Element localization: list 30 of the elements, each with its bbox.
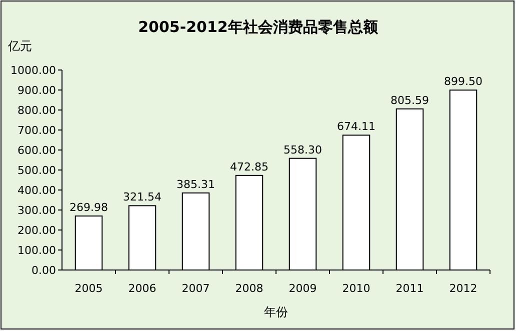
data-label: 321.54 bbox=[123, 190, 162, 204]
x-tick-label: 2007 bbox=[182, 282, 210, 295]
x-axis-title: 年份 bbox=[264, 305, 288, 319]
y-tick-label: 900.00 bbox=[18, 84, 56, 97]
x-tick-label: 2010 bbox=[342, 282, 370, 295]
y-axis-title: 亿元 bbox=[7, 39, 32, 53]
y-tick-label: 700.00 bbox=[18, 124, 56, 137]
x-tick-label: 2012 bbox=[449, 282, 478, 295]
y-tick-label: 500.00 bbox=[18, 164, 56, 177]
y-tick-label: 600.00 bbox=[18, 144, 56, 157]
x-tick-label: 2009 bbox=[288, 282, 317, 295]
x-tick-label: 2006 bbox=[128, 282, 156, 295]
y-tick-label: 200.00 bbox=[18, 224, 56, 237]
data-label: 558.30 bbox=[284, 143, 322, 156]
data-label: 385.31 bbox=[176, 178, 215, 191]
data-label: 269.98 bbox=[70, 201, 108, 214]
y-tick-label: 800.00 bbox=[18, 104, 56, 117]
data-label: 899.50 bbox=[444, 75, 482, 88]
data-label: 805.59 bbox=[390, 94, 429, 107]
y-tick-label: 0.00 bbox=[32, 264, 56, 277]
x-tick-label: 2011 bbox=[396, 282, 424, 295]
y-tick-label: 300.00 bbox=[18, 204, 56, 217]
y-tick-label: 100.00 bbox=[18, 244, 56, 257]
y-tick-label: 400.00 bbox=[18, 184, 56, 197]
data-label: 472.85 bbox=[230, 160, 268, 174]
chart-title: 2005-2012年社会消费品零售总额 bbox=[138, 18, 379, 36]
x-tick-label: 2005 bbox=[74, 282, 103, 295]
y-tick-label: 1000.00 bbox=[10, 64, 56, 77]
data-label: 674.11 bbox=[337, 120, 376, 134]
x-tick-label: 2008 bbox=[235, 282, 264, 295]
